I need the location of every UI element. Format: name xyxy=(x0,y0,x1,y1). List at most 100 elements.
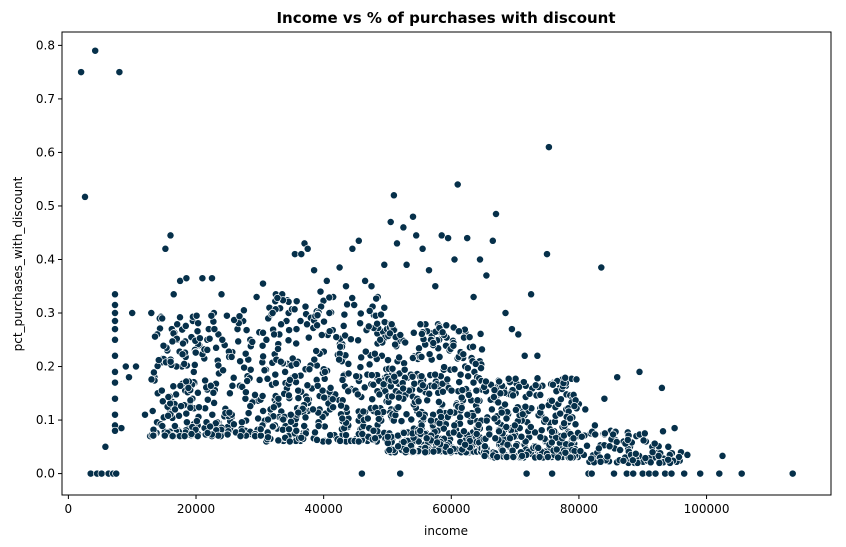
scatter-point xyxy=(222,311,231,320)
scatter-point xyxy=(533,351,542,360)
scatter-point xyxy=(418,381,427,390)
scatter-point xyxy=(502,453,511,461)
scatter-point xyxy=(495,427,503,436)
scatter-point xyxy=(514,330,523,339)
scatter-point xyxy=(115,68,124,77)
scatter-point xyxy=(268,422,277,431)
scatter-point xyxy=(158,397,167,406)
scatter-point xyxy=(581,405,590,414)
scatter-point xyxy=(548,380,557,389)
scatter-point xyxy=(619,456,628,465)
scatter-point xyxy=(154,356,163,365)
scatter-point xyxy=(525,389,534,398)
scatter-point xyxy=(111,410,119,419)
scatter-point xyxy=(522,469,531,478)
scatter-point xyxy=(515,382,524,391)
scatter-point xyxy=(270,330,279,339)
scatter-point xyxy=(335,355,344,364)
scatter-point xyxy=(147,375,156,384)
scatter-point xyxy=(195,334,204,343)
scatter-point xyxy=(402,446,411,454)
scatter-point xyxy=(281,367,290,376)
scatter-point xyxy=(476,329,485,338)
scatter-point xyxy=(455,378,464,387)
scatter-point xyxy=(654,451,663,460)
scatter-point xyxy=(552,445,561,454)
scatter-point xyxy=(236,432,245,441)
scatter-point xyxy=(214,330,223,339)
scatter-point xyxy=(476,255,484,264)
scatter-point xyxy=(449,428,458,437)
scatter-point xyxy=(459,350,468,359)
scatter-point xyxy=(263,374,272,383)
scatter-point xyxy=(631,449,640,458)
scatter-point xyxy=(590,421,599,430)
scatter-point xyxy=(474,420,483,429)
x-tick-label: 100000 xyxy=(684,502,730,516)
scatter-point xyxy=(254,414,263,423)
scatter-point xyxy=(141,410,149,419)
scatter-point xyxy=(301,413,310,422)
scatter-point xyxy=(456,370,465,379)
scatter-point xyxy=(556,395,565,404)
scatter-point xyxy=(357,353,366,362)
scatter-point xyxy=(648,448,657,457)
scatter-point xyxy=(488,236,497,245)
scatter-point xyxy=(569,434,578,443)
scatter-point xyxy=(650,439,659,448)
scatter-point xyxy=(450,255,459,264)
scatter-point xyxy=(186,396,195,405)
chart-title: Income vs % of purchases with discount xyxy=(276,9,615,27)
scatter-point xyxy=(527,290,536,299)
scatter-point xyxy=(438,387,447,396)
scatter-point xyxy=(285,425,293,434)
scatter-point xyxy=(303,381,312,390)
scatter-point xyxy=(415,344,423,353)
scatter-point xyxy=(577,432,586,441)
scatter-point xyxy=(178,350,187,359)
scatter-point xyxy=(490,386,499,395)
scatter-point xyxy=(385,329,394,338)
scatter-point xyxy=(179,339,187,348)
scatter-point xyxy=(180,359,189,368)
scatter-point xyxy=(518,410,527,419)
scatter-point xyxy=(255,375,264,384)
scatter-point xyxy=(301,302,310,311)
y-tick-label: 0.7 xyxy=(36,92,55,106)
scatter-point xyxy=(248,337,257,346)
scatter-point xyxy=(336,342,345,351)
scatter-point xyxy=(348,294,357,302)
scatter-point xyxy=(111,309,119,317)
scatter-point xyxy=(510,421,519,430)
y-tick-label: 0.5 xyxy=(36,199,55,213)
scatter-point xyxy=(547,396,556,405)
scatter-point xyxy=(168,337,177,346)
scatter-point xyxy=(203,345,212,354)
scatter-point xyxy=(449,323,458,332)
scatter-point xyxy=(409,212,417,221)
scatter-point xyxy=(597,263,606,272)
scatter-point xyxy=(511,405,520,414)
scatter-point xyxy=(497,408,506,417)
scatter-point xyxy=(186,403,195,412)
scatter-point xyxy=(182,274,191,283)
scatter-point xyxy=(616,446,625,454)
scatter-point xyxy=(344,359,353,368)
scatter-point xyxy=(192,311,201,320)
scatter-point xyxy=(480,451,489,460)
scatter-point xyxy=(358,430,367,438)
scatter-point xyxy=(166,357,175,366)
scatter-point xyxy=(256,425,265,434)
scatter-point xyxy=(160,431,169,440)
scatter-point xyxy=(219,366,228,375)
scatter-point xyxy=(268,309,277,317)
scatter-point xyxy=(391,411,400,420)
scatter-point xyxy=(91,46,100,55)
scatter-point xyxy=(457,403,466,412)
scatter-point xyxy=(384,356,392,365)
scatter-point xyxy=(225,408,234,417)
scatter-point xyxy=(434,397,443,406)
scatter-point xyxy=(361,347,370,356)
scatter-point xyxy=(313,321,322,330)
scatter-point xyxy=(610,469,618,478)
